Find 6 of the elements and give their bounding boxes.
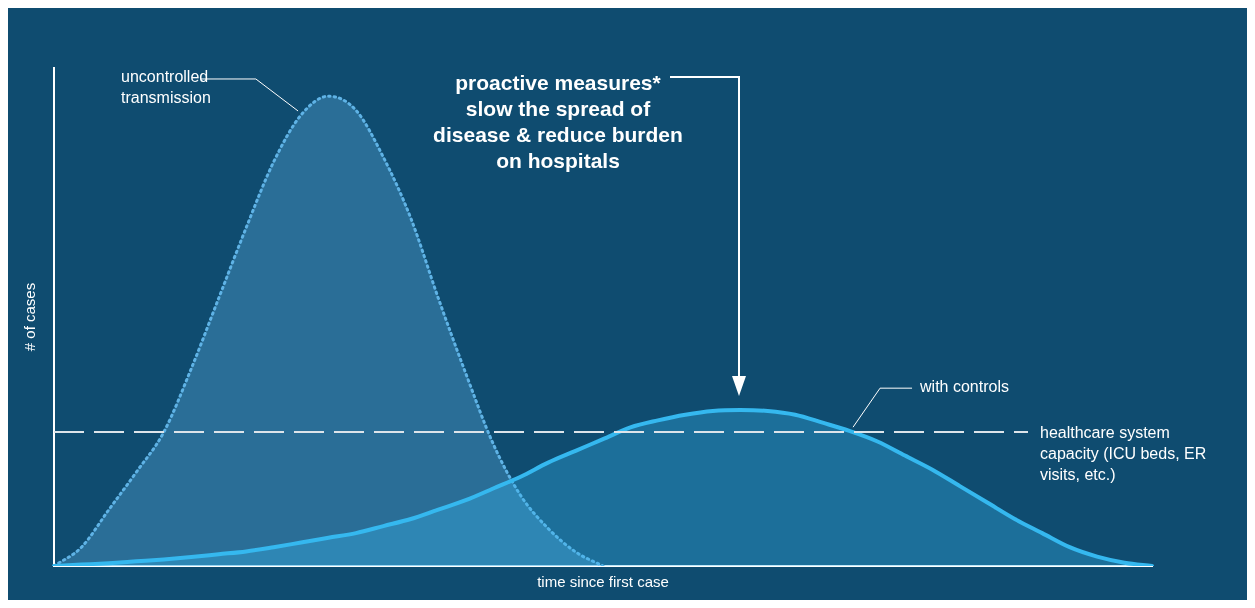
- ref-line-label: healthcare system capacity (ICU beds, ER visits, etc.): [1040, 423, 1207, 483]
- text: with controls: [919, 377, 1009, 395]
- annotation: proactive measures* slow the spread of disease & reduce burden on hospitals: [433, 70, 683, 174]
- y-axis-title: # of cases: [21, 282, 39, 352]
- text: uncontrolled transmission: [121, 68, 211, 107]
- x-axis-title: time since first case: [537, 573, 669, 591]
